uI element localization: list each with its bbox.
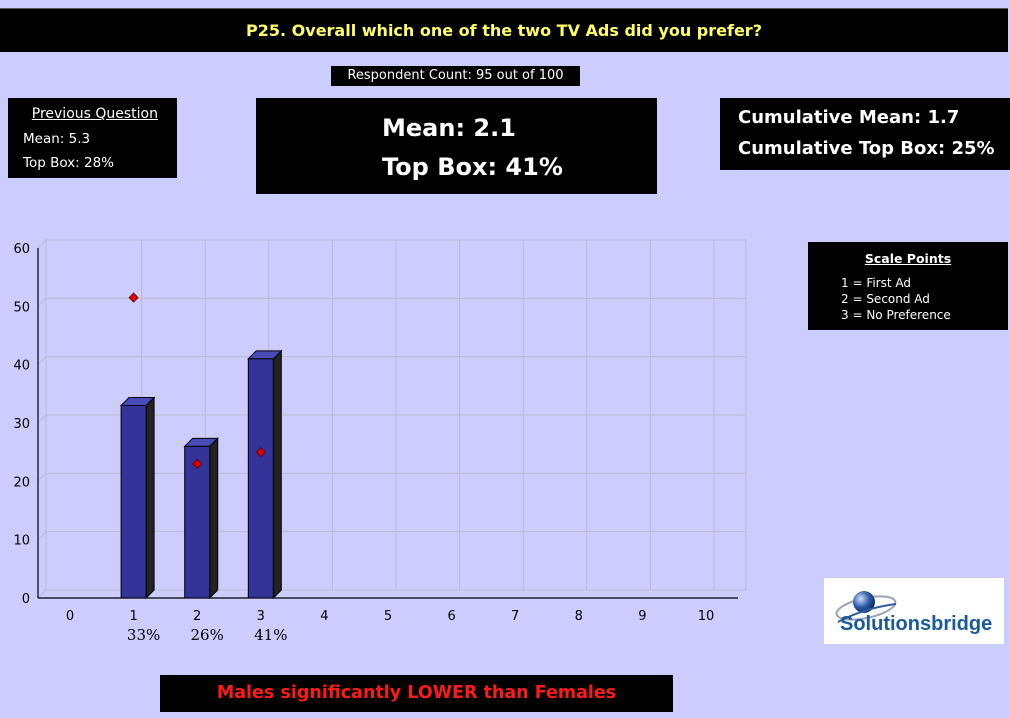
scale-points-legend: Scale Points 1 = First Ad 2 = Second Ad … xyxy=(808,242,1008,330)
scale-point-2: 2 = Second Ad xyxy=(841,292,930,306)
marker-point xyxy=(255,447,266,458)
grid-diagonal xyxy=(37,297,47,307)
x-tick-label: 8 xyxy=(575,609,583,624)
scale-point-1: 1 = First Ad xyxy=(841,276,912,290)
cumulative-panel: Cumulative Mean: 1.7 Cumulative Top Box:… xyxy=(720,98,1010,170)
grid-diagonal xyxy=(37,531,47,541)
grid-diagonal xyxy=(37,356,47,366)
grid-diagonal xyxy=(37,239,47,249)
y-tick-label: 50 xyxy=(13,300,30,315)
mean-value: Mean: 2.1 xyxy=(382,114,516,142)
cumulative-top-box: Cumulative Top Box: 25% xyxy=(738,138,995,159)
grid-diagonal xyxy=(37,472,47,482)
grid-diagonal xyxy=(37,589,47,599)
grid-diagonal xyxy=(37,414,47,424)
bar-side xyxy=(272,349,282,600)
logo-text: Solutionsbridge xyxy=(840,613,992,635)
respondent-count: Respondent Count: 95 out of 100 xyxy=(331,66,580,86)
x-tick-label: 0 xyxy=(66,609,74,624)
solutionsbridge-logo: Solutionsbridge xyxy=(824,578,1004,644)
x-tick-label: 9 xyxy=(638,609,646,624)
bar-side xyxy=(209,437,219,600)
bar xyxy=(120,405,147,599)
previous-mean: Mean: 5.3 xyxy=(23,131,91,147)
x-tick-label: 10 xyxy=(698,609,715,624)
previous-question-panel: Previous Question Mean: 5.3 Top Box: 28% xyxy=(8,98,177,178)
bar-percent-label: 26% xyxy=(191,626,224,644)
bar-percent-label: 33% xyxy=(127,626,160,644)
stats-panel: Mean: 2.1 Top Box: 41% xyxy=(256,98,657,194)
x-tick-label: 6 xyxy=(447,609,455,624)
y-tick-label: 30 xyxy=(13,417,30,432)
x-tick-label: 3 xyxy=(257,609,265,624)
bar xyxy=(247,358,274,599)
bar xyxy=(184,445,211,599)
x-tick-label: 4 xyxy=(320,609,328,624)
y-tick-label: 40 xyxy=(13,359,30,374)
previous-question-link[interactable]: Previous Question xyxy=(31,106,158,122)
scale-points-heading: Scale Points xyxy=(864,251,952,266)
y-tick-label: 0 xyxy=(22,592,30,607)
bar-side xyxy=(145,396,155,600)
y-tick-label: 20 xyxy=(13,475,30,490)
x-tick-label: 7 xyxy=(511,609,519,624)
y-tick-label: 10 xyxy=(13,534,30,549)
previous-top-box: Top Box: 28% xyxy=(23,155,115,171)
x-tick-label: 2 xyxy=(193,609,201,624)
bar-percent-label: 41% xyxy=(254,626,287,644)
marker-point xyxy=(192,458,203,469)
x-tick-label: 1 xyxy=(129,609,137,624)
x-tick-label: 5 xyxy=(384,609,392,624)
scale-point-3: 3 = No Preference xyxy=(841,308,951,322)
significance-note: Males significantly LOWER than Females xyxy=(160,675,673,712)
top-box-value: Top Box: 41% xyxy=(382,153,563,181)
question-title: P25. Overall which one of the two TV Ads… xyxy=(0,8,1008,52)
marker-point xyxy=(128,292,139,303)
cumulative-mean: Cumulative Mean: 1.7 xyxy=(738,107,960,128)
bar-chart: 0 10 20 30 40 50 60 0 1 2 3 4 5 6 7 8 9 10 33% 26% 41% xyxy=(13,239,747,644)
y-tick-label: 60 xyxy=(13,242,30,257)
